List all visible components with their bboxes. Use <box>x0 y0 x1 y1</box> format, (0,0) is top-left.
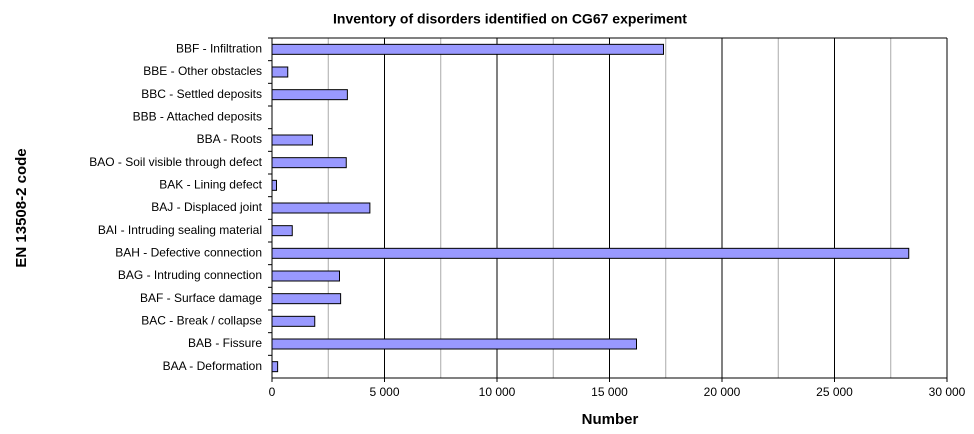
bar <box>271 270 340 282</box>
y-tick-label: BAF - Surface damage <box>140 291 262 305</box>
y-tick-label: BAC - Break / collapse <box>141 314 262 328</box>
bar <box>271 315 316 327</box>
y-tick-label: BAB - Fissure <box>188 336 262 350</box>
x-tick-label: 30 000 <box>929 385 966 399</box>
x-tick-label: 25 000 <box>816 385 853 399</box>
y-tick-label: BAK - Lining defect <box>159 178 262 192</box>
bar <box>271 43 664 55</box>
y-tick-label: BAH - Defective connection <box>115 246 262 260</box>
bar <box>271 202 371 214</box>
bar <box>271 157 347 169</box>
x-axis-title: Number <box>582 411 639 428</box>
y-axis-title: EN 13508-2 code <box>13 148 30 267</box>
y-tick-label: BBF - Infiltration <box>176 42 262 56</box>
chart-title: Inventory of disorders identified on CG6… <box>333 11 687 27</box>
bar <box>271 361 279 373</box>
y-tick-label: BAJ - Displaced joint <box>151 200 262 214</box>
x-tick-label: 0 <box>269 385 276 399</box>
x-tick-label: 15 000 <box>591 385 628 399</box>
bar <box>271 134 313 146</box>
x-tick-label: 20 000 <box>704 385 741 399</box>
x-tick-label: 5 000 <box>369 385 399 399</box>
bar <box>271 225 293 237</box>
bar <box>271 293 342 305</box>
y-tick-label: BBB - Attached deposits <box>133 110 262 124</box>
bar <box>271 89 348 101</box>
y-tick-label: BAO - Soil visible through defect <box>89 155 262 169</box>
bar <box>271 338 637 350</box>
x-tick-label: 10 000 <box>479 385 516 399</box>
y-tick-label: BAG - Intruding connection <box>118 268 262 282</box>
y-tick-label: BBE - Other obstacles <box>143 64 262 78</box>
y-tick-label: BAI - Intruding sealing material <box>98 223 262 237</box>
bar <box>271 66 289 78</box>
y-tick-label: BAA - Deformation <box>163 359 262 373</box>
bar <box>271 179 277 191</box>
bar <box>271 247 910 259</box>
y-tick-label: BBA - Roots <box>197 132 262 146</box>
y-tick-label: BBC - Settled deposits <box>141 87 262 101</box>
